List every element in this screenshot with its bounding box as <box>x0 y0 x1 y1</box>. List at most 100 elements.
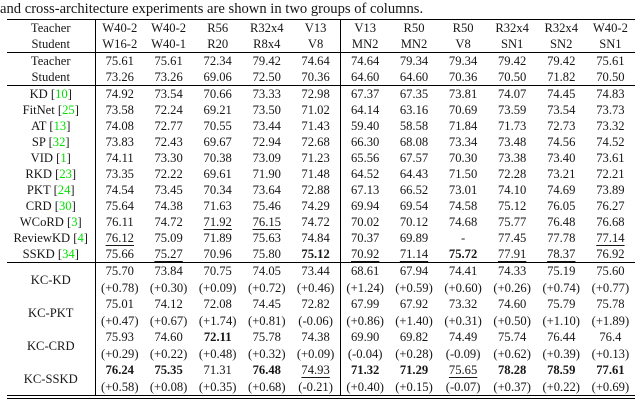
teacher-model-cell: R32x4 <box>249 21 284 35</box>
teacher-header-row-label: Teacher <box>7 19 96 36</box>
accuracy-cell: 76.15 <box>252 215 281 229</box>
accuracy-cell: 69.89 <box>399 231 429 245</box>
accuracy-cell: 72.08 (+1.74) <box>193 296 242 329</box>
citation-ref[interactable]: 10 <box>55 87 68 101</box>
accuracy-cell: 71.82 <box>547 70 576 84</box>
citation-ref[interactable]: 3 <box>71 215 78 229</box>
accuracy-cell: 75.78 (+0.32) <box>242 329 291 362</box>
accuracy-cell: 79.42 <box>252 54 281 68</box>
accuracy-cell: 74.72 <box>291 214 341 230</box>
citation-ref[interactable]: 23 <box>59 167 72 181</box>
delta-value: (+0.28) <box>395 346 433 361</box>
citation-ref[interactable]: 32 <box>52 135 66 149</box>
accuracy-cell: 64.14 <box>351 103 380 117</box>
accuracy-value: 74.41 <box>448 264 478 278</box>
accuracy-cell: 76.12 <box>105 231 134 245</box>
accuracy-value: 67.92 <box>399 297 429 311</box>
accuracy-value: 76.48 <box>252 363 281 377</box>
delta-value: (+0.37) <box>493 379 531 394</box>
teacher-student-accuracy-block: Teacher 75.61 75.61 72.34 79.42 74.64 74.64 79.… <box>7 52 635 86</box>
accuracy-cell: 75.12 <box>497 199 527 213</box>
student-model-cell: V8 <box>455 37 471 51</box>
accuracy-cell: 73.54 <box>547 103 576 117</box>
citation-ref[interactable]: 4 <box>77 231 84 245</box>
table-row: PKT [24] 74.54 73.45 70.34 73.64 72.88 67.13 66… <box>7 182 635 198</box>
delta-value: (+0.15) <box>395 379 433 394</box>
results-table: Teacher W40-2 W40-2 R56 R32x4 V13 V13 R50 R50 R32… <box>7 19 635 399</box>
student-accuracy-row: Student 73.26 73.26 69.06 72.50 70.36 64.60 64.… <box>7 69 635 86</box>
student-model-cell: R8x4 <box>253 37 281 51</box>
method-name: PKT [ <box>26 183 58 197</box>
accuracy-cell: 79.34 <box>399 54 429 68</box>
table-row: AT [13] 74.08 72.77 70.55 73.44 71.43 59.40 58.… <box>7 118 635 134</box>
accuracy-cell: 69.06 <box>203 70 232 84</box>
delta-value: (+0.32) <box>248 346 286 361</box>
accuracy-cell: 70.96 <box>203 247 232 261</box>
accuracy-cell: 72.77 <box>154 119 183 133</box>
accuracy-value: 69.90 <box>351 330 380 344</box>
delta-value: (+0.46) <box>296 280 335 295</box>
citation-ref[interactable]: 24 <box>57 183 71 197</box>
accuracy-cell: 71.43 <box>291 118 341 134</box>
method-label: CRD [30] <box>7 198 96 214</box>
accuracy-cell: 76.27 <box>596 199 625 213</box>
accuracy-cell: 75.64 <box>105 199 134 213</box>
accuracy-value: 74.12 <box>154 297 183 311</box>
delta-value: (-0.04) <box>347 346 383 361</box>
accuracy-cell: 72.68 <box>291 134 341 150</box>
method-name: KD [ <box>29 87 56 101</box>
accuracy-cell: 76.68 <box>596 215 625 229</box>
accuracy-cell: 73.38 <box>497 151 527 165</box>
accuracy-cell: 71.50 <box>448 167 478 181</box>
accuracy-value: 75.35 <box>154 363 183 377</box>
citation-ref[interactable]: 25 <box>62 103 75 117</box>
citation-ref[interactable]: 34 <box>62 247 75 261</box>
accuracy-value: 70.75 <box>203 264 232 278</box>
accuracy-cell: 72.43 <box>154 135 183 149</box>
accuracy-cell: 73.61 <box>596 151 625 165</box>
accuracy-cell: 73.44 (+0.46) <box>291 262 341 296</box>
accuracy-cell: 74.08 <box>105 119 134 133</box>
accuracy-cell: 74.07 <box>497 87 527 101</box>
citation-ref[interactable]: 13 <box>53 119 67 133</box>
accuracy-cell: 59.40 <box>351 119 380 133</box>
accuracy-cell: 65.56 <box>351 151 380 165</box>
bracket: ] <box>71 199 76 213</box>
delta-value: (+0.22) <box>542 379 580 394</box>
method-label: KC-PKT <box>7 296 96 329</box>
accuracy-cell: 74.54 <box>105 183 134 197</box>
table-row: FitNet [25] 73.58 72.24 69.21 73.50 71.02 64.1… <box>7 102 635 118</box>
accuracy-cell: 77.61 (+0.69) <box>586 362 635 397</box>
accuracy-cell: 73.89 <box>596 183 625 197</box>
accuracy-value: 75.78 <box>596 297 625 311</box>
method-name: ReviewKD [ <box>13 231 78 245</box>
method-name: CRD [ <box>25 199 59 213</box>
accuracy-cell: 73.64 <box>252 183 281 197</box>
teacher-model-cell: R32x4 <box>544 21 579 35</box>
accuracy-cell: 74.10 <box>497 183 527 197</box>
accuracy-cell: 76.92 <box>596 247 625 261</box>
accuracy-cell: 79.42 <box>547 54 576 68</box>
accuracy-cell: 73.58 <box>105 103 134 117</box>
accuracy-cell: 75.35 (+0.08) <box>144 362 193 397</box>
method-name: SSKD [ <box>22 247 63 261</box>
table-row: ReviewKD [4] 76.12 75.09 71.89 75.63 74.84 70.… <box>7 230 635 246</box>
accuracy-cell: 78.37 <box>547 247 576 261</box>
delta-value: (+0.68) <box>248 379 286 394</box>
accuracy-cell: 74.33 (+0.26) <box>488 263 537 297</box>
accuracy-cell: 75.66 <box>105 247 134 261</box>
bracket: ] <box>71 167 77 181</box>
accuracy-cell: 72.88 <box>291 182 341 198</box>
accuracy-cell: 70.37 <box>351 231 380 245</box>
delta-value: (+0.72) <box>248 280 286 295</box>
accuracy-value: 73.44 <box>301 264 330 278</box>
citation-ref[interactable]: 1 <box>60 151 67 165</box>
method-label: KD [10] <box>7 85 96 102</box>
accuracy-value: 76.4 <box>599 330 622 344</box>
citation-ref[interactable]: 30 <box>58 199 72 213</box>
accuracy-value: 75.19 <box>547 264 576 278</box>
student-model-cell: W16-2 <box>102 37 138 51</box>
accuracy-cell: 67.94 (+0.59) <box>389 263 438 297</box>
accuracy-cell: 72.22 <box>154 167 183 181</box>
table-header: Teacher W40-2 W40-2 R56 R32x4 V13 V13 R50 R50 R32… <box>7 19 635 53</box>
